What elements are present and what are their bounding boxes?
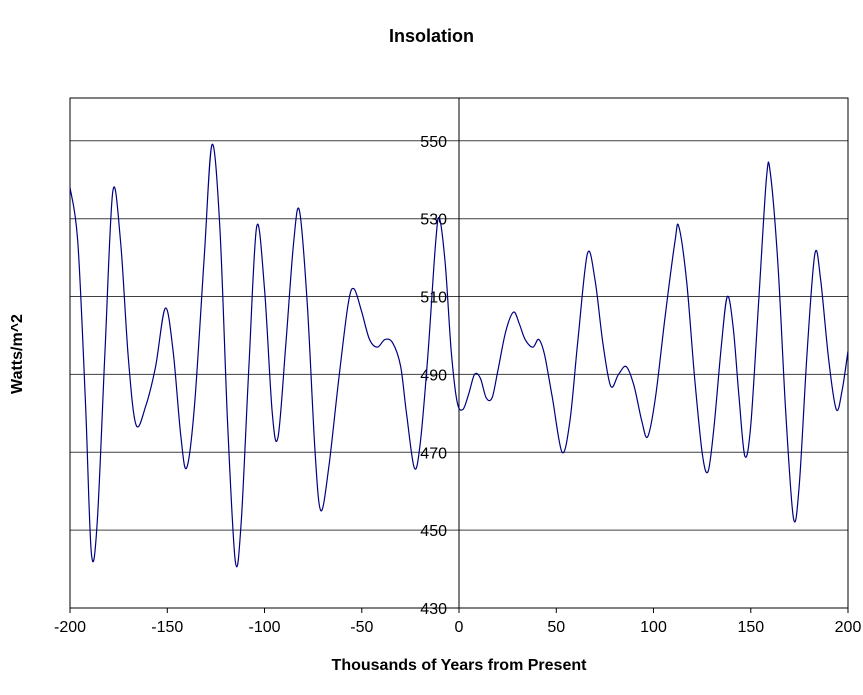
insolation-curve [69, 143, 849, 568]
chart-title: Insolation [389, 26, 474, 46]
x-tick-label: 0 [455, 619, 464, 636]
x-axis-title: Thousands of Years from Present [331, 657, 587, 674]
x-tick-label: -100 [248, 619, 280, 636]
y-tick-label: 490 [420, 367, 447, 384]
y-tick-label: 550 [420, 134, 447, 151]
x-tick-label: -150 [151, 619, 183, 636]
x-tick-label: 50 [547, 619, 565, 636]
x-tick-label: -50 [350, 619, 373, 636]
x-tick-label: 100 [640, 619, 667, 636]
y-tick-label: 430 [420, 601, 447, 618]
y-tick-label: 470 [420, 445, 447, 462]
y-tick-label: 530 [420, 212, 447, 229]
y-tick-label: 450 [420, 523, 447, 540]
x-tick-label: 200 [835, 619, 862, 636]
x-tick-label: -200 [54, 619, 86, 636]
y-tick-label: 510 [420, 290, 447, 307]
x-tick-label: 150 [737, 619, 764, 636]
